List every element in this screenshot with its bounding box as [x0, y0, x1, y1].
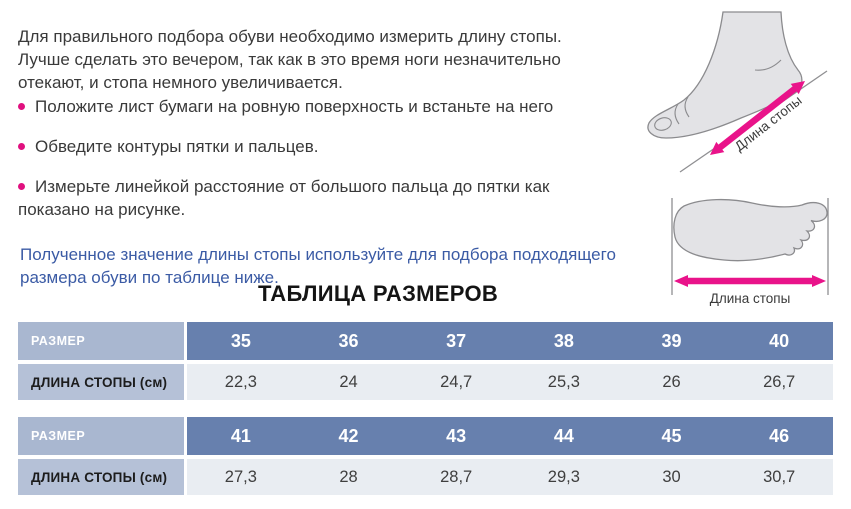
- foot-top-view-illustration: Длина стопы: [671, 198, 829, 306]
- arrow-head-icon: [710, 141, 725, 155]
- foot-length-value: 26: [617, 364, 726, 400]
- size-value: 42: [294, 417, 403, 455]
- foot-length-row-label: ДЛИНА СТОПЫ (см): [18, 364, 184, 400]
- foot-length-value: 26,7: [725, 364, 834, 400]
- bullet-dot-icon: [18, 143, 25, 150]
- foot-outline: [673, 198, 828, 262]
- foot-length-row: ДЛИНА СТОПЫ (см) 27,3 28 28,7 29,3 30 30…: [18, 459, 834, 495]
- toe-detail: [684, 96, 690, 118]
- foot-length-value: 22,3: [187, 364, 295, 400]
- instruction-list: Положите лист бумаги на ровную поверхнос…: [18, 95, 598, 238]
- foot-length-value: 24: [294, 364, 403, 400]
- foot-length-row-label: ДЛИНА СТОПЫ (см): [18, 459, 184, 495]
- bullet-dot-icon: [18, 183, 25, 190]
- size-value: 36: [294, 322, 403, 360]
- instruction-text: Обведите контуры пятки и пальцев.: [35, 137, 319, 156]
- size-value: 45: [617, 417, 726, 455]
- size-value: 43: [402, 417, 511, 455]
- size-row-label: РАЗМЕР: [18, 417, 184, 455]
- ankle-detail: [754, 59, 782, 71]
- toenail-detail: [654, 117, 672, 131]
- size-header-row: РАЗМЕР 35 36 37 38 39 40: [18, 322, 834, 360]
- size-value: 38: [510, 322, 618, 360]
- size-value: 39: [617, 322, 726, 360]
- size-row-label: РАЗМЕР: [18, 322, 184, 360]
- instruction-text: Положите лист бумаги на ровную поверхнос…: [35, 97, 554, 116]
- size-value: 44: [510, 417, 618, 455]
- foot-length-diagram-label: Длина стопы: [710, 291, 791, 306]
- intro-paragraph: Для правильного подбора обуви необходимо…: [18, 27, 562, 92]
- measurement-arrow: [715, 84, 800, 152]
- foot-length-value: 25,3: [510, 364, 618, 400]
- instruction-item: Обведите контуры пятки и пальцев.: [18, 135, 598, 158]
- size-table-title: ТАБЛИЦА РАЗМЕРОВ: [257, 281, 499, 306]
- size-value: 35: [187, 322, 295, 360]
- foot-length-value: 29,3: [510, 459, 618, 495]
- note-text: Полученное значение длины стопы использу…: [20, 245, 616, 287]
- bullet-dot-icon: [18, 103, 25, 110]
- instruction-item: Измерьте линейкой расстояние от большого…: [18, 175, 598, 221]
- size-table-35-40: РАЗМЕР 35 36 37 38 39 40 ДЛИНА СТОПЫ (см…: [18, 322, 834, 404]
- foot-length-value: 30: [617, 459, 726, 495]
- arrow-head-icon: [812, 275, 826, 287]
- arrow-head-icon: [790, 81, 805, 95]
- toe-detail: [674, 103, 680, 125]
- foot-length-value: 27,3: [187, 459, 295, 495]
- foot-length-value: 28: [294, 459, 403, 495]
- size-value: 46: [725, 417, 834, 455]
- instruction-item: Положите лист бумаги на ровную поверхнос…: [18, 95, 598, 118]
- arrow-head-icon: [674, 275, 688, 287]
- foot-length-value: 24,7: [402, 364, 511, 400]
- foot-length-row: ДЛИНА СТОПЫ (см) 22,3 24 24,7 25,3 26 26…: [18, 364, 834, 400]
- foot-outline: [647, 11, 803, 139]
- size-header-row: РАЗМЕР 41 42 43 44 45 46: [18, 417, 834, 455]
- size-table-41-46: РАЗМЕР 41 42 43 44 45 46 ДЛИНА СТОПЫ (см…: [18, 417, 834, 499]
- foot-length-value: 28,7: [402, 459, 511, 495]
- size-value: 37: [402, 322, 511, 360]
- size-value: 41: [187, 417, 295, 455]
- size-value: 40: [725, 322, 834, 360]
- foot-length-value: 30,7: [725, 459, 834, 495]
- instruction-text: Измерьте линейкой расстояние от большого…: [18, 177, 550, 219]
- foot-side-view-illustration: Длина стопы: [647, 11, 828, 173]
